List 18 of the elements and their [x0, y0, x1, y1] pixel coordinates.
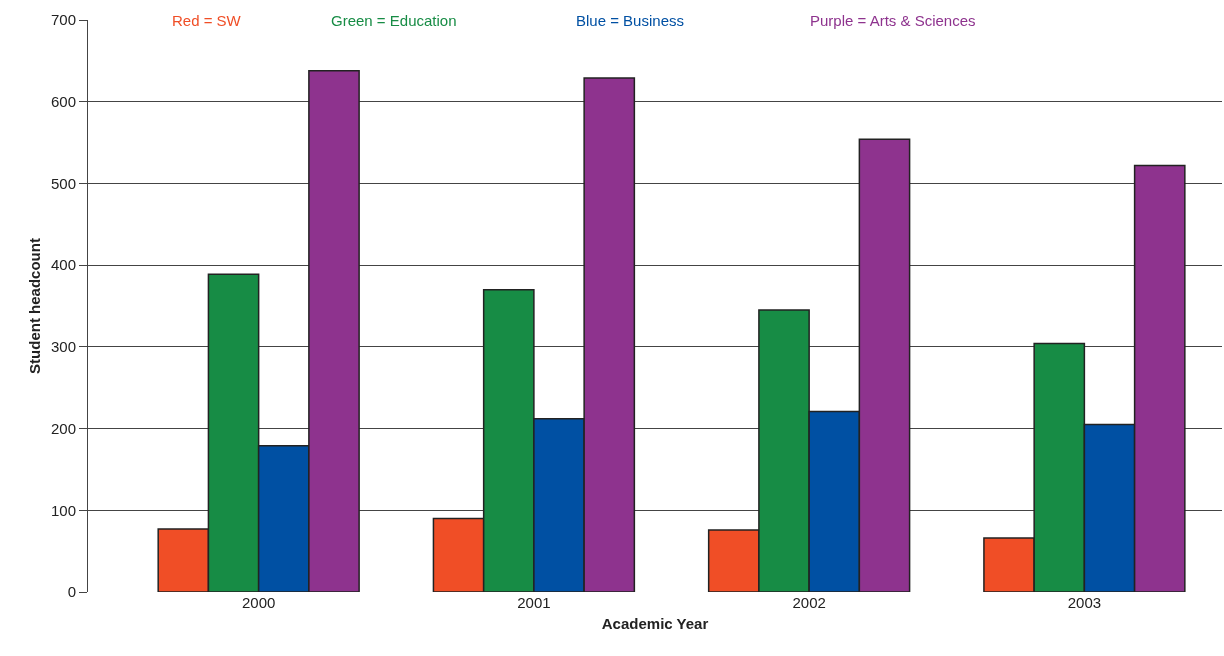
text: Green = Education — [331, 12, 457, 29]
y-tick-label: 0 — [67, 583, 76, 601]
y-tick-label: 200 — [50, 419, 76, 437]
x-tick-label: 2000 — [241, 594, 276, 611]
text: Blue = Business — [576, 12, 684, 29]
y-tick-label: 300 — [50, 338, 76, 356]
text: Red = SW — [172, 12, 242, 29]
text: Purple = Arts & Sciences — [810, 12, 976, 29]
x-tick-label: 2002 — [792, 594, 826, 611]
y-tick-label: 500 — [50, 174, 76, 192]
x-tick-label: 2003 — [1067, 594, 1102, 611]
y-axis-title: Student headcount — [26, 238, 44, 374]
y-tick-label: 400 — [50, 256, 76, 274]
y-tick-label: 700 — [50, 11, 76, 29]
y-tick-label: 100 — [50, 501, 76, 519]
y-tick-label: 600 — [50, 92, 76, 110]
x-axis-title: Academic Year — [601, 615, 709, 632]
x-tick-label: 2001 — [517, 594, 551, 611]
